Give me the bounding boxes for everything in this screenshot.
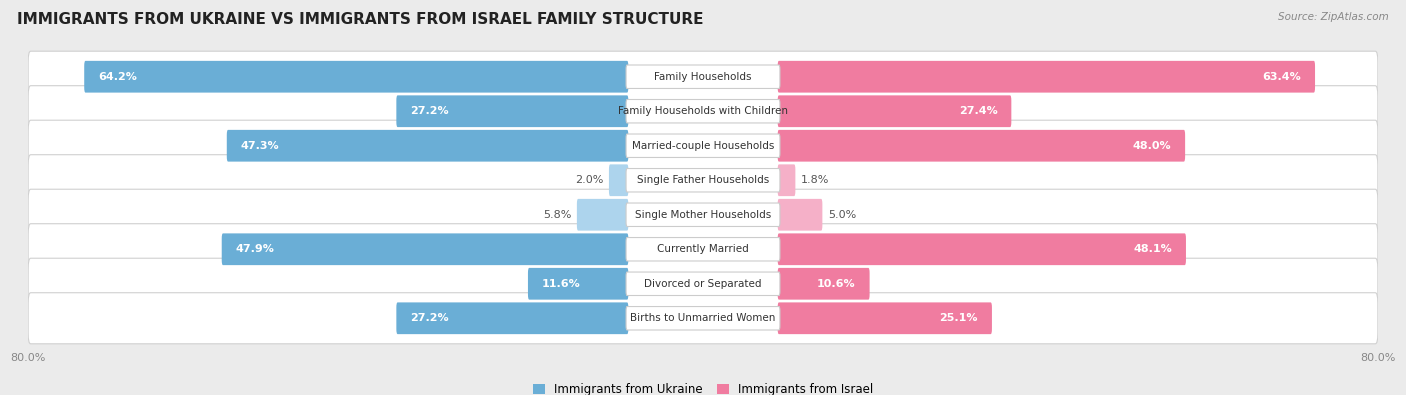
- FancyBboxPatch shape: [778, 164, 796, 196]
- Text: Married-couple Households: Married-couple Households: [631, 141, 775, 151]
- Text: Births to Unmarried Women: Births to Unmarried Women: [630, 313, 776, 323]
- FancyBboxPatch shape: [28, 155, 1378, 206]
- Text: 27.4%: 27.4%: [959, 106, 997, 116]
- FancyBboxPatch shape: [626, 169, 780, 192]
- Text: 47.3%: 47.3%: [240, 141, 280, 151]
- FancyBboxPatch shape: [778, 199, 823, 231]
- Text: Single Mother Households: Single Mother Households: [636, 210, 770, 220]
- FancyBboxPatch shape: [626, 237, 780, 261]
- Text: Currently Married: Currently Married: [657, 244, 749, 254]
- Text: 27.2%: 27.2%: [411, 106, 449, 116]
- Text: Divorced or Separated: Divorced or Separated: [644, 279, 762, 289]
- Text: 63.4%: 63.4%: [1263, 72, 1301, 82]
- FancyBboxPatch shape: [84, 61, 628, 92]
- Text: Family Households: Family Households: [654, 72, 752, 82]
- Text: Source: ZipAtlas.com: Source: ZipAtlas.com: [1278, 12, 1389, 22]
- FancyBboxPatch shape: [529, 268, 628, 300]
- FancyBboxPatch shape: [778, 233, 1187, 265]
- FancyBboxPatch shape: [28, 258, 1378, 309]
- FancyBboxPatch shape: [28, 120, 1378, 171]
- Text: 11.6%: 11.6%: [541, 279, 581, 289]
- Text: 25.1%: 25.1%: [939, 313, 979, 323]
- Text: 10.6%: 10.6%: [817, 279, 856, 289]
- Text: Single Father Households: Single Father Households: [637, 175, 769, 185]
- Text: 1.8%: 1.8%: [801, 175, 830, 185]
- Text: Family Households with Children: Family Households with Children: [619, 106, 787, 116]
- FancyBboxPatch shape: [778, 95, 1011, 127]
- FancyBboxPatch shape: [226, 130, 628, 162]
- FancyBboxPatch shape: [28, 224, 1378, 275]
- Text: 5.8%: 5.8%: [543, 210, 571, 220]
- FancyBboxPatch shape: [28, 189, 1378, 240]
- FancyBboxPatch shape: [778, 303, 993, 334]
- Text: 48.1%: 48.1%: [1133, 244, 1173, 254]
- Text: 64.2%: 64.2%: [98, 72, 136, 82]
- Text: 2.0%: 2.0%: [575, 175, 603, 185]
- FancyBboxPatch shape: [626, 272, 780, 295]
- FancyBboxPatch shape: [626, 134, 780, 158]
- FancyBboxPatch shape: [626, 203, 780, 226]
- FancyBboxPatch shape: [778, 268, 869, 300]
- Text: 27.2%: 27.2%: [411, 313, 449, 323]
- FancyBboxPatch shape: [609, 164, 628, 196]
- Legend: Immigrants from Ukraine, Immigrants from Israel: Immigrants from Ukraine, Immigrants from…: [533, 383, 873, 395]
- Text: 47.9%: 47.9%: [236, 244, 274, 254]
- Text: IMMIGRANTS FROM UKRAINE VS IMMIGRANTS FROM ISRAEL FAMILY STRUCTURE: IMMIGRANTS FROM UKRAINE VS IMMIGRANTS FR…: [17, 12, 703, 27]
- FancyBboxPatch shape: [576, 199, 628, 231]
- Text: 48.0%: 48.0%: [1133, 141, 1171, 151]
- FancyBboxPatch shape: [626, 307, 780, 330]
- FancyBboxPatch shape: [626, 65, 780, 88]
- Text: 5.0%: 5.0%: [828, 210, 856, 220]
- FancyBboxPatch shape: [778, 61, 1315, 92]
- FancyBboxPatch shape: [396, 303, 628, 334]
- FancyBboxPatch shape: [28, 293, 1378, 344]
- FancyBboxPatch shape: [28, 86, 1378, 137]
- FancyBboxPatch shape: [778, 130, 1185, 162]
- FancyBboxPatch shape: [222, 233, 628, 265]
- FancyBboxPatch shape: [396, 95, 628, 127]
- FancyBboxPatch shape: [28, 51, 1378, 102]
- FancyBboxPatch shape: [626, 100, 780, 123]
